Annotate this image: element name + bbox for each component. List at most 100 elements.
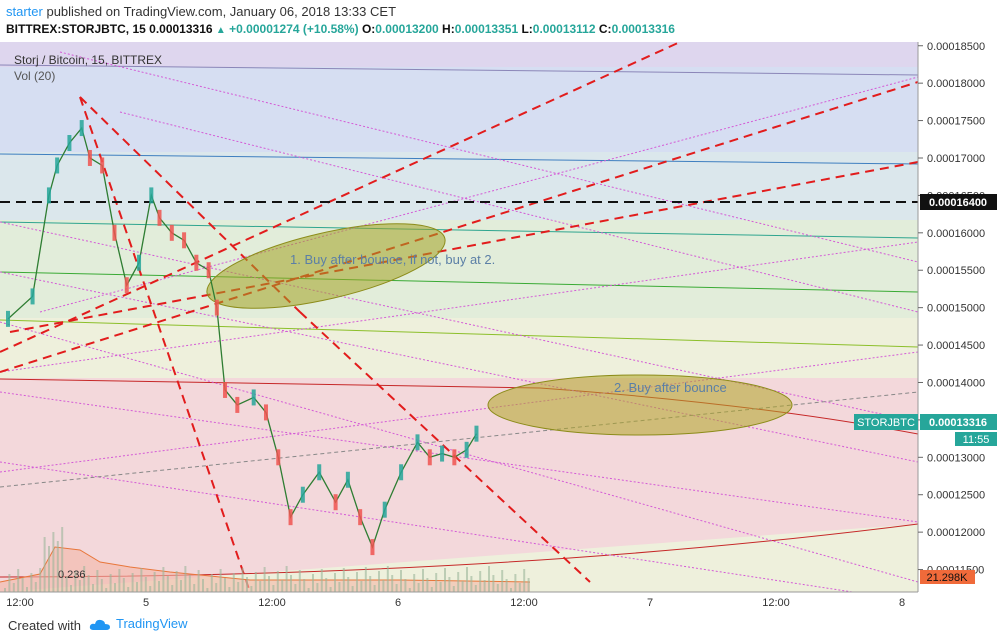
- high-value: 0.00013351: [454, 22, 519, 36]
- volume-bar: [254, 572, 257, 592]
- candle: [157, 209, 162, 226]
- tradingview-logo[interactable]: TradingView: [88, 616, 188, 632]
- svg-text:11:55: 11:55: [963, 434, 990, 446]
- volume-bar: [320, 569, 323, 592]
- volume-bar: [356, 572, 358, 592]
- volume-bar: [228, 587, 231, 592]
- volume-bar: [303, 579, 306, 592]
- volume-bar: [347, 577, 350, 592]
- volume-bar: [351, 586, 354, 592]
- up-triangle-icon: ▲: [215, 25, 226, 36]
- volume-bar: [272, 585, 275, 592]
- volume-bar: [307, 588, 310, 592]
- volume-bar: [496, 584, 499, 592]
- symbol-line: BITTREX:STORJBTC, 15: [6, 22, 146, 36]
- volume-bar: [483, 580, 486, 592]
- volume-bar: [470, 576, 473, 592]
- price-chart[interactable]: 1. Buy after bounce, if not, buy at 2. 2…: [0, 42, 997, 610]
- y-tick-label: 0.00012500: [927, 490, 985, 502]
- volume-bar: [386, 566, 389, 592]
- volume-bar: [290, 575, 292, 592]
- volume-bar: [26, 587, 28, 592]
- volume-bar: [92, 584, 94, 592]
- close-value: 0.00013316: [611, 22, 675, 36]
- volume-tag: 21.298K: [920, 570, 975, 584]
- candle: [440, 445, 445, 462]
- volume-bar: [30, 573, 33, 592]
- candle: [427, 449, 432, 466]
- volume-bar: [56, 541, 59, 592]
- volume-bar: [452, 586, 455, 592]
- time-axis[interactable]: 12:00 5 12:00 6 12:00 7 12:00 8: [0, 591, 997, 610]
- fib-line-2: [0, 153, 918, 165]
- y-tick-label: 0.00012000: [927, 527, 985, 539]
- open-value: 0.00013200: [375, 22, 439, 36]
- volume-bar: [202, 579, 204, 592]
- candle: [67, 135, 72, 152]
- candle: [194, 254, 199, 271]
- volume-bar: [153, 572, 156, 592]
- fib-level-label: 0.236: [58, 569, 86, 581]
- publish-line: starter published on TradingView.com, Ja…: [6, 4, 396, 19]
- volume-bar: [166, 576, 169, 592]
- volume-bar: [466, 567, 468, 592]
- volume-bar: [74, 571, 77, 592]
- volume-bar: [505, 579, 508, 592]
- volume-bar: [136, 582, 138, 592]
- candle: [276, 449, 281, 466]
- publish-header: starter published on TradingView.com, Ja…: [0, 0, 997, 42]
- volume-bar: [188, 575, 191, 592]
- volume-bar: [122, 578, 125, 592]
- volume-pane: [0, 527, 531, 592]
- volume-bar: [224, 578, 226, 592]
- volume-bar: [518, 583, 521, 592]
- last-price-tag: 0.00013316: [920, 414, 997, 430]
- y-tick-label: 0.00018000: [927, 78, 985, 90]
- annotation-1-text: 1. Buy after bounce, if not, buy at 2.: [290, 252, 495, 267]
- x-tick-label: 12:00: [510, 597, 538, 609]
- volume-bar: [8, 574, 11, 592]
- volume-bar: [4, 588, 6, 592]
- candle: [6, 310, 10, 327]
- svg-text:0.00013316: 0.00013316: [929, 417, 987, 429]
- volume-bar: [149, 586, 152, 592]
- x-tick-label: 6: [395, 597, 401, 609]
- candle: [300, 486, 305, 503]
- volume-bar: [83, 566, 86, 592]
- price-axis[interactable]: 0.000115000.000120000.000125000.00013000…: [917, 42, 997, 592]
- volume-bar: [373, 585, 376, 592]
- y-tick-label: 0.00013000: [927, 452, 985, 464]
- volume-bar: [523, 569, 526, 592]
- pitchfork-lines: [0, 51, 918, 592]
- fib-zone-5: [0, 318, 918, 380]
- svg-text:0.00016400: 0.00016400: [929, 197, 987, 209]
- annotation-ellipse-2[interactable]: [487, 374, 793, 436]
- candle: [112, 224, 117, 241]
- candle: [452, 449, 457, 466]
- volume-bar: [246, 577, 248, 592]
- volume-bar: [118, 569, 121, 592]
- candle: [100, 157, 105, 174]
- volume-bar: [105, 588, 108, 592]
- y-tick-label: 0.00014000: [927, 377, 985, 389]
- volume-bar: [408, 588, 411, 592]
- candle: [464, 441, 469, 458]
- volume-bar: [175, 571, 178, 592]
- author-link[interactable]: starter: [6, 4, 43, 19]
- volume-bar: [48, 546, 50, 592]
- y-tick-label: 0.00017000: [927, 153, 985, 165]
- volume-bar: [444, 568, 446, 592]
- volume-bar: [114, 583, 116, 592]
- candle: [124, 277, 129, 294]
- candle: [251, 389, 256, 406]
- symbol-tag: STORJBTC: [854, 414, 918, 430]
- volume-bar: [334, 573, 336, 592]
- volume-bar: [338, 582, 341, 592]
- annotation-ellipse-1[interactable]: [200, 206, 453, 325]
- volume-bar: [422, 569, 424, 592]
- volume-bar: [171, 585, 174, 592]
- volume-bar: [21, 578, 24, 592]
- volume-bar: [109, 574, 112, 592]
- published-text: published on TradingView.com, January 06…: [46, 4, 397, 19]
- open-label: O:: [361, 22, 376, 36]
